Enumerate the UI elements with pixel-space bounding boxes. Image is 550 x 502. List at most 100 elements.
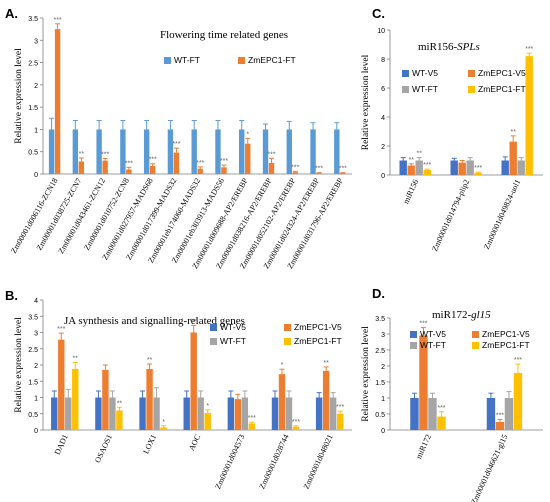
bar xyxy=(268,162,275,174)
bar xyxy=(78,161,85,174)
y-tick-label: 0 xyxy=(34,428,38,435)
y-tick-label: 8 xyxy=(381,57,385,64)
bar xyxy=(241,397,249,430)
bar xyxy=(190,332,197,430)
bar xyxy=(245,143,251,174)
significance-mark: *** xyxy=(315,166,323,173)
significance-mark: *** xyxy=(101,151,109,158)
legend-label: ZmEPC1-V5 xyxy=(482,329,530,339)
x-tick-label: Zm00001d004573 xyxy=(213,433,246,490)
significance-mark: ** xyxy=(408,157,414,164)
significance-mark: *** xyxy=(172,141,180,148)
y-tick-label: 1.5 xyxy=(28,379,38,386)
bar xyxy=(437,416,446,430)
legend-swatch xyxy=(210,338,217,345)
significance-mark: *** xyxy=(514,357,522,364)
legend-swatch xyxy=(472,331,479,338)
legend-label: ZmEPC1-V5 xyxy=(294,322,342,332)
y-tick-label: 1 xyxy=(381,396,385,403)
x-tick-label: DAD1 xyxy=(53,433,70,456)
bar xyxy=(65,397,72,430)
legend-label: WT-FT xyxy=(174,55,200,65)
bar xyxy=(525,56,533,175)
bar xyxy=(95,397,102,430)
panel-label: B. xyxy=(5,288,18,303)
significance-mark: ** xyxy=(79,151,85,158)
y-tick-label: 3.5 xyxy=(375,316,385,323)
bar xyxy=(271,397,279,430)
y-tick-label: 3.5 xyxy=(28,16,38,23)
y-tick-label: 3.5 xyxy=(28,314,38,321)
significance-mark: *** xyxy=(496,412,504,419)
y-tick-label: 0 xyxy=(34,172,38,179)
x-tick-label: Zm00001d046621-gl15 xyxy=(469,433,509,502)
y-axis-label: Relative expression level xyxy=(14,48,24,144)
y-axis-label: Relative expression level xyxy=(361,54,371,150)
legend-swatch xyxy=(472,342,479,349)
legend-label: WT-V5 xyxy=(420,329,446,339)
bar xyxy=(146,368,153,430)
chart-panel-4: D. miR172-gl15 Relative expression level 0 0… xyxy=(361,286,543,502)
bar xyxy=(262,129,269,174)
bar xyxy=(120,129,126,174)
legend-label: ZmEPC1-V5 xyxy=(478,68,526,78)
x-tick-label: Zm00001d028744 xyxy=(257,433,290,490)
significance-mark: ** xyxy=(147,357,153,364)
x-tick-label: Zm00001d048021 xyxy=(302,433,335,490)
x-tick-label: Zm00001d038725-ZCN7 xyxy=(35,177,84,252)
significance-mark: * xyxy=(281,362,284,369)
significance-mark: ** xyxy=(117,400,123,407)
bar xyxy=(316,173,322,174)
y-tick-label: 1 xyxy=(34,127,38,134)
y-tick-label: 0 xyxy=(381,173,385,180)
legend: WT-V5 ZmEPC1-V5 WT-FT ZmEPC1-FT xyxy=(410,329,530,350)
legend: WT-V5 ZmEPC1-V5 WT-FT ZmEPC1-FT xyxy=(210,322,342,346)
legend-swatch xyxy=(284,324,291,331)
legend-label: ZmEPC1-FT xyxy=(248,55,296,65)
bar xyxy=(183,397,190,430)
bar xyxy=(143,129,150,174)
chart-panel-3: B. JA synthesis and signalling-related ge… xyxy=(5,288,352,490)
legend-label: ZmEPC1-FT xyxy=(482,340,530,350)
y-tick-label: 1.5 xyxy=(375,380,385,387)
legend-label: WT-FT xyxy=(220,336,246,346)
bar xyxy=(197,397,204,430)
significance-mark: *** xyxy=(292,419,300,426)
legend-label: WT-FT xyxy=(412,84,438,94)
significance-mark: * xyxy=(246,131,249,138)
x-tick-label: Zm00001d014794-plip2 xyxy=(430,178,471,253)
x-tick-label: LOX1 xyxy=(141,433,158,455)
bar xyxy=(419,335,428,430)
bar xyxy=(428,398,437,430)
bar xyxy=(410,398,419,430)
x-tick-label: miR172 xyxy=(414,433,433,460)
bar xyxy=(126,169,132,174)
legend-swatch xyxy=(468,70,475,77)
bar xyxy=(160,427,167,430)
bar xyxy=(340,173,346,174)
bar xyxy=(96,129,102,174)
x-tick-label: miR156 xyxy=(401,178,420,205)
bar xyxy=(474,172,482,175)
x-tick-label: AOC xyxy=(187,433,202,452)
bar xyxy=(191,129,197,174)
bar xyxy=(329,397,337,430)
significance-mark: *** xyxy=(220,158,228,165)
bar xyxy=(407,165,415,175)
bar xyxy=(239,129,245,174)
bar xyxy=(278,374,286,430)
bar xyxy=(234,399,242,430)
title-italic: SPLs xyxy=(457,41,480,53)
legend-swatch xyxy=(410,331,417,338)
bar xyxy=(285,397,293,430)
y-tick-label: 2 xyxy=(34,83,38,90)
bar xyxy=(450,160,458,175)
significance-mark: ** xyxy=(323,360,329,367)
bar xyxy=(504,398,514,430)
bar xyxy=(292,172,298,174)
significance-mark: *** xyxy=(419,321,427,328)
y-tick-label: 2 xyxy=(381,144,385,151)
legend-label: ZmEPC1-FT xyxy=(294,336,342,346)
bar xyxy=(517,160,525,175)
significance-mark: *** xyxy=(149,157,157,164)
